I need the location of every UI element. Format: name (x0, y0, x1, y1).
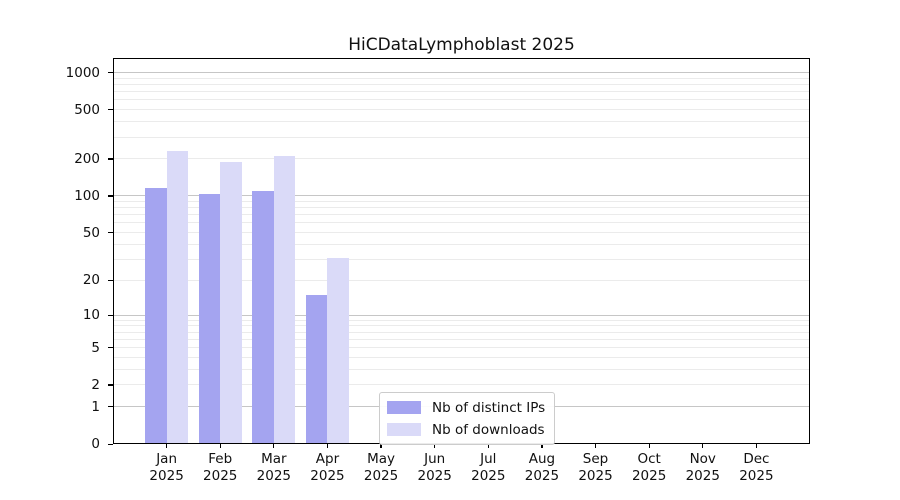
x-tick-label-sep: Sep 2025 (578, 451, 613, 484)
gridline-minor (113, 200, 810, 202)
x-tick-mark (166, 444, 168, 448)
x-tick-mark (594, 444, 597, 448)
gridline-minor (113, 207, 810, 209)
y-tick-label: 0 (91, 436, 100, 452)
x-tick-label-nov: Nov 2025 (685, 451, 720, 484)
y-tick-label: 10 (82, 307, 100, 324)
y-tick-mark (108, 384, 113, 386)
gridline-minor (113, 243, 810, 245)
legend-item-distinct-ips: Nb of distinct IPs (387, 398, 545, 417)
gridline-minor (113, 99, 810, 101)
x-tick-mark (326, 444, 329, 448)
y-tick-label: 20 (82, 272, 100, 289)
y-tick-label: 1000 (65, 64, 100, 81)
x-tick-mark (702, 444, 704, 448)
y-tick-label: 500 (74, 101, 100, 118)
x-tick-mark (380, 444, 382, 448)
y-tick-mark (108, 279, 113, 281)
gridline-minor (113, 356, 810, 358)
x-tick-mark (755, 444, 757, 448)
x-tick-mark (219, 444, 221, 448)
legend-label-downloads: Nb of downloads (432, 421, 545, 438)
x-tick-label-dec: Dec 2025 (739, 451, 774, 484)
gridline-minor (113, 347, 810, 349)
x-tick-mark (541, 444, 543, 448)
bar-apr-downloads (327, 257, 349, 444)
x-tick-mark (434, 444, 436, 448)
y-tick-mark (108, 195, 113, 197)
chart-title: HiCDataLymphoblast 2025 (348, 35, 575, 55)
legend-label-distinct-ips: Nb of distinct IPs (432, 399, 546, 416)
x-tick-label-oct: Oct 2025 (631, 451, 667, 484)
gridline-minor (113, 232, 810, 234)
gridline-major (113, 314, 810, 316)
y-tick-mark (108, 443, 113, 445)
gridline-minor (113, 331, 810, 333)
y-tick-mark (108, 109, 113, 111)
y-tick-mark (108, 72, 113, 74)
bar-apr-distinct-ips (306, 294, 328, 444)
x-tick-label-jul: Jul 2025 (471, 451, 506, 484)
y-tick-mark (108, 232, 113, 234)
gridline-minor (113, 136, 810, 138)
legend-swatch-distinct-ips (387, 401, 421, 414)
gridline-minor (113, 77, 810, 79)
legend: Nb of distinct IPs Nb of downloads (379, 392, 556, 445)
x-tick-mark (487, 444, 489, 448)
legend-item-downloads: Nb of downloads (387, 420, 545, 439)
bar-jan-distinct-ips (145, 188, 167, 444)
gridline-minor (113, 214, 810, 216)
x-tick-mark (273, 444, 275, 448)
y-tick-label: 5 (91, 339, 100, 356)
x-tick-label-mar: Mar 2025 (256, 451, 292, 484)
gridline-minor (113, 84, 810, 86)
gridline-minor (113, 158, 810, 160)
legend-swatch-downloads (387, 423, 421, 436)
gridline-major (113, 72, 810, 74)
y-tick-label: 2 (91, 376, 100, 393)
bar-mar-distinct-ips (252, 190, 274, 444)
gridline-minor (113, 325, 810, 327)
y-tick-mark (108, 406, 113, 408)
x-tick-label-jan: Jan 2025 (149, 451, 184, 484)
y-tick-mark (108, 347, 113, 349)
y-tick-mark (108, 314, 113, 316)
bar-feb-downloads (220, 162, 242, 444)
gridline-minor (113, 91, 810, 93)
x-tick-mark (648, 444, 650, 448)
bar-mar-downloads (273, 155, 296, 444)
x-tick-label-jun: Jun 2025 (417, 451, 452, 484)
x-tick-label-aug: Aug 2025 (524, 451, 560, 484)
gridline-minor (113, 319, 810, 321)
x-tick-label-apr: Apr 2025 (310, 451, 345, 484)
y-tick-mark (108, 158, 113, 160)
y-tick-label: 50 (82, 224, 100, 241)
x-tick-label-feb: Feb 2025 (203, 451, 238, 484)
y-tick-label: 1 (91, 398, 100, 415)
gridline-minor (113, 384, 810, 386)
gridline-minor (113, 368, 810, 370)
gridline-major (113, 195, 810, 197)
y-tick-label: 100 (74, 187, 100, 204)
y-tick-label: 200 (74, 150, 100, 167)
gridline-minor (113, 121, 810, 123)
gridline-minor (113, 279, 810, 281)
bar-jan-downloads (166, 150, 188, 444)
plot-area (113, 58, 810, 444)
x-tick-label-may: May 2025 (363, 451, 399, 484)
gridline-minor (113, 109, 810, 111)
gridline-minor (113, 222, 810, 224)
bar-feb-distinct-ips (198, 194, 221, 444)
gridline-minor (113, 338, 810, 340)
gridline-minor (113, 258, 810, 260)
